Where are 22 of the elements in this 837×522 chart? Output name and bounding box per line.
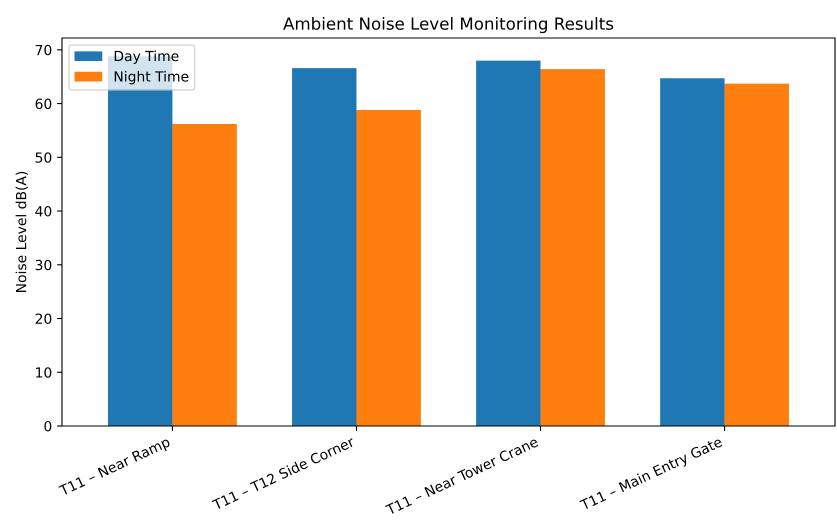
y-tick-label: 0: [44, 420, 52, 432]
x-tick-label: T11 – Main Entry Gate: [579, 436, 724, 514]
y-tick-label: 10: [36, 367, 52, 378]
legend-label: Night Time: [114, 70, 188, 84]
bar: [172, 124, 237, 426]
bar: [292, 68, 356, 426]
bar: [540, 69, 605, 426]
y-axis-title: Noise Level dB(A): [16, 172, 28, 292]
x-tick-label: T11 – Near Tower Crane: [384, 436, 539, 516]
y-tick-label: 40: [35, 206, 52, 217]
y-tick-label: 20: [36, 313, 52, 324]
legend-label: Day Time: [114, 50, 178, 64]
chart-title: Ambient Noise Level Monitoring Results: [283, 17, 614, 34]
y-tick-label: 30: [36, 260, 52, 270]
bar: [356, 110, 421, 426]
bar: [476, 60, 541, 426]
bar: [724, 84, 789, 426]
x-tick-label: T11 – Near Ramp: [58, 436, 172, 499]
bar: [660, 78, 725, 426]
y-tick-label: 50: [36, 152, 52, 163]
y-tick-label: 70: [36, 44, 52, 56]
y-tick-label: 60: [36, 98, 52, 110]
